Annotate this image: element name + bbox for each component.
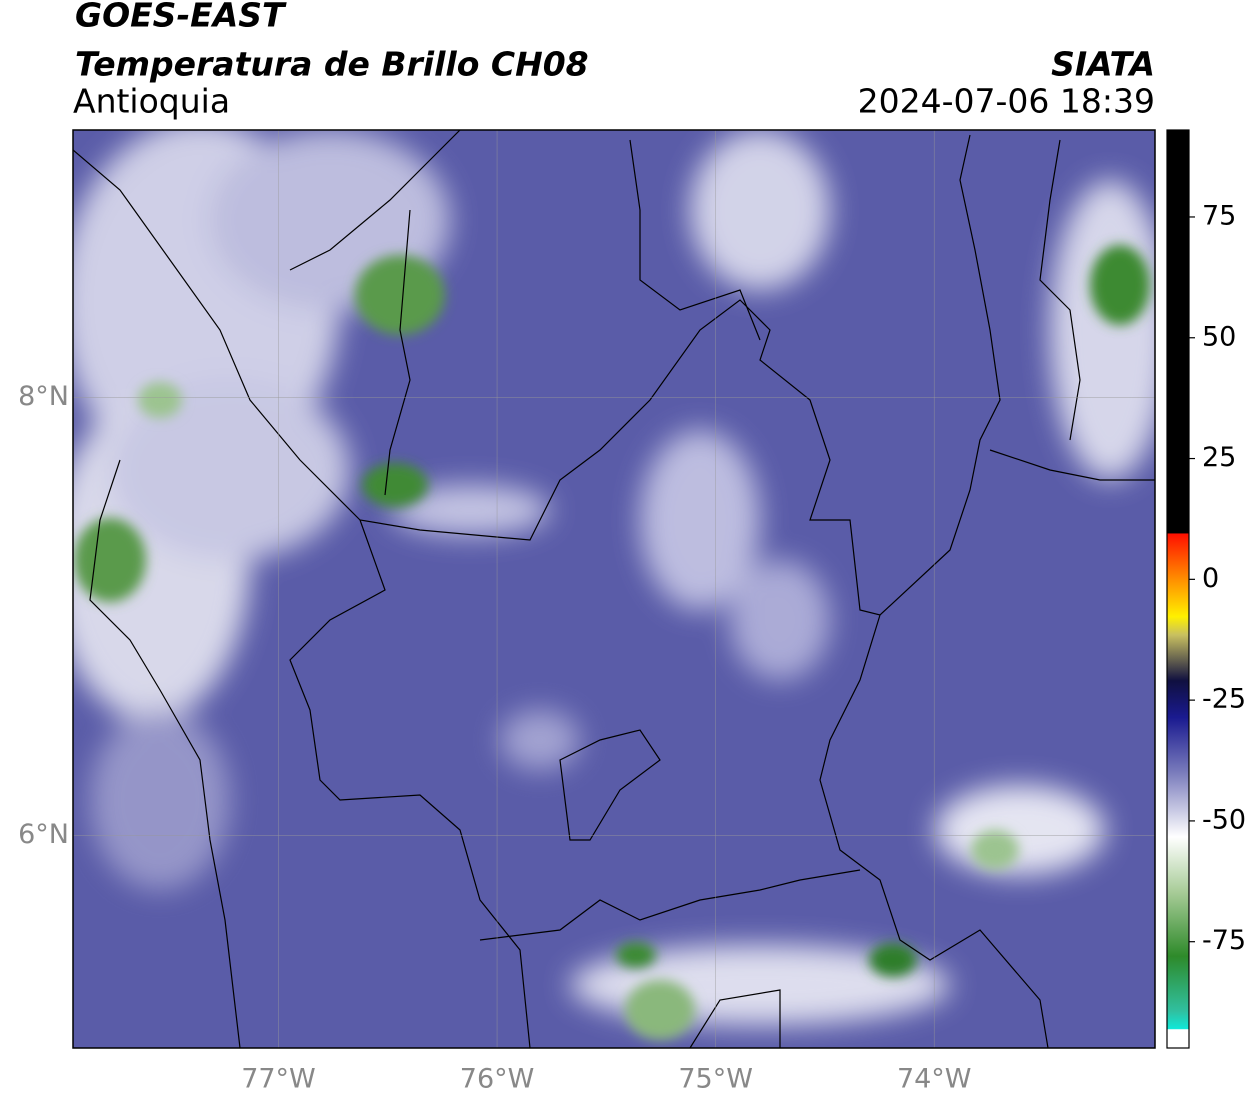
graticule [73, 130, 1155, 1048]
colorbar-tick-label: -75 [1202, 925, 1246, 956]
title: GOES-EAST [75, 0, 287, 35]
map-frame [72, 129, 1156, 1049]
colorbar-tick-label: 0 [1202, 563, 1219, 594]
colorbar-tick-label: -25 [1202, 684, 1246, 715]
borders [73, 130, 1155, 1048]
y-tick-label: 8°N [18, 381, 69, 412]
timestamp: 2024-07-06 18:39 [858, 82, 1155, 121]
x-tick-label: 75°W [678, 1064, 753, 1095]
source: SIATA [1051, 45, 1155, 84]
colorbar-tick-label: 50 [1202, 321, 1236, 352]
colorbar-tick-label: 25 [1202, 442, 1236, 473]
colorbar-tick-label: -50 [1202, 804, 1246, 835]
x-tick-label: 77°W [241, 1064, 316, 1095]
colorbar [1166, 129, 1190, 1049]
colorbar-tick-label: 75 [1202, 200, 1236, 231]
satellite-image [73, 130, 1155, 1048]
x-tick-label: 74°W [897, 1064, 972, 1095]
header: GOES-EAST Temperatura de Brillo CH08 Ant… [73, 0, 1155, 121]
x-tick-label: 76°W [460, 1064, 535, 1095]
region: Antioquia [73, 82, 230, 121]
y-tick-label: 6°N [18, 819, 69, 850]
subtitle: Temperatura de Brillo CH08 [75, 45, 589, 84]
